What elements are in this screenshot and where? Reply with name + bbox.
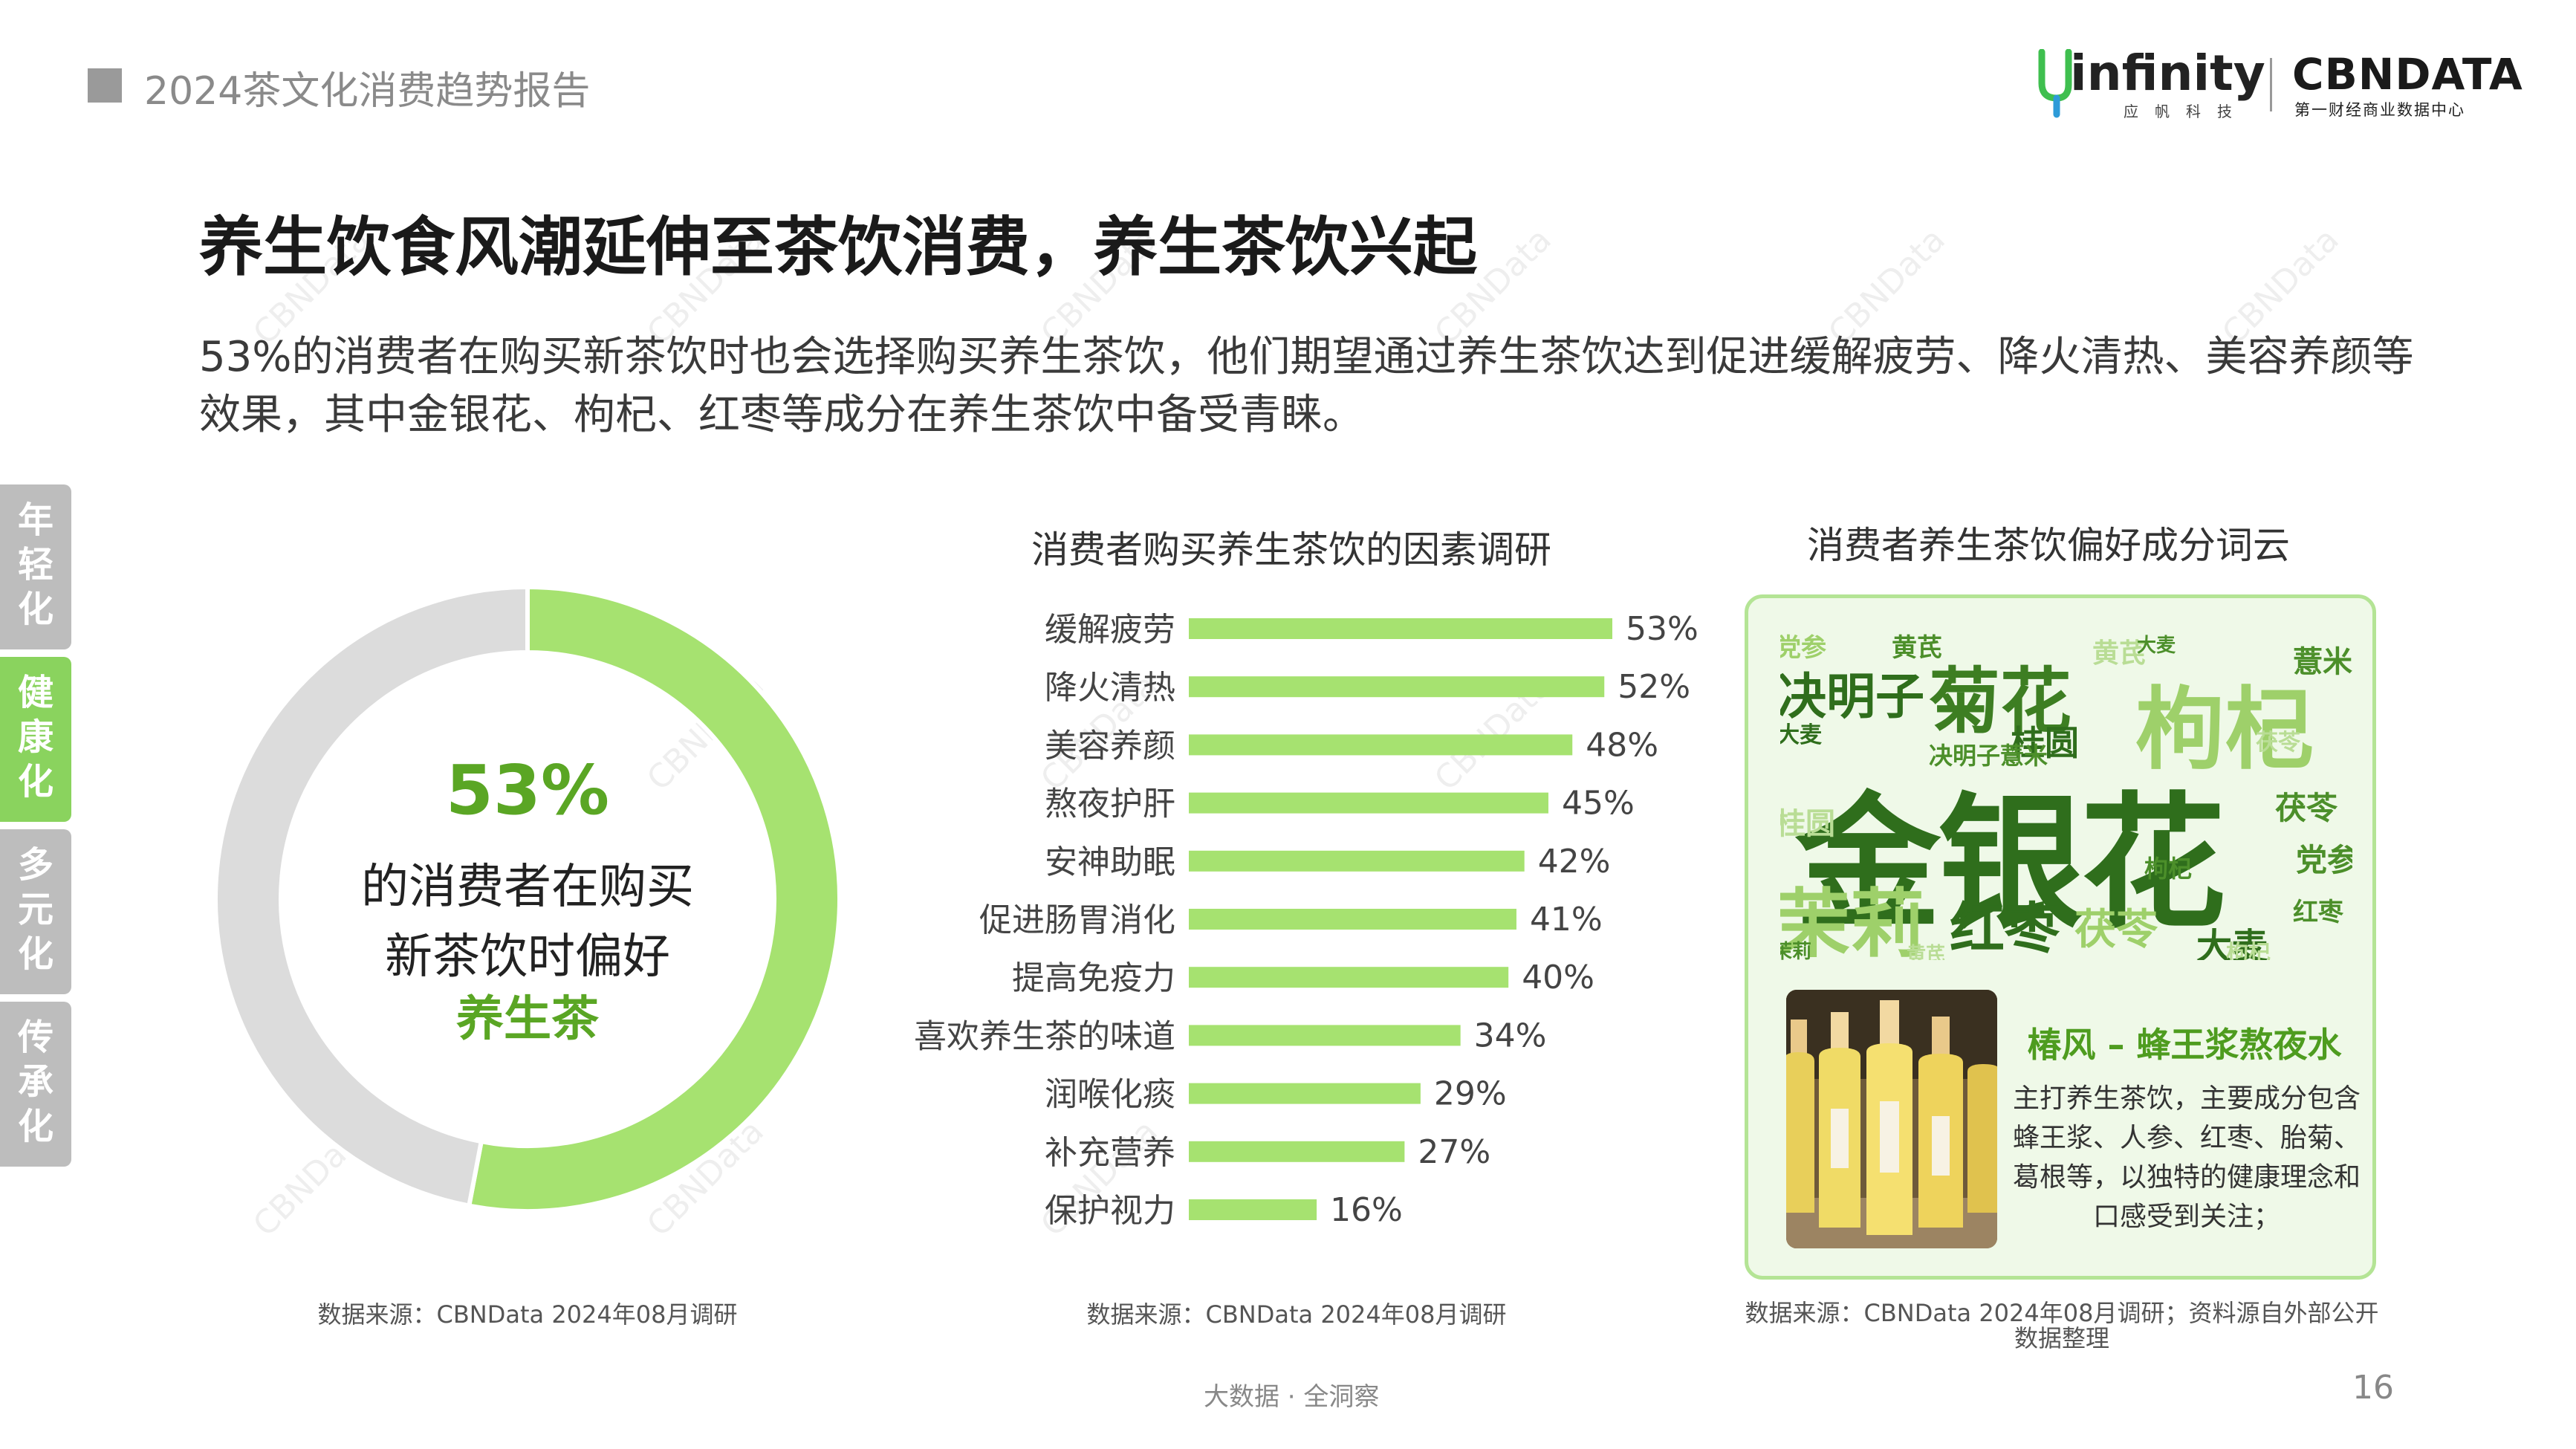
cloud-word: 红枣 (1950, 897, 2060, 960)
cloud-word: 黄芪 (1892, 633, 1942, 663)
bar-category-label: 提高免疫力 (1012, 959, 1175, 997)
donut-source: 数据来源：CBNData 2024年08月调研 (317, 1300, 738, 1329)
cloud-word: 枸杞 (2144, 855, 2193, 883)
cloud-word: 大麦 (1780, 722, 1822, 748)
cloud-word: 茉莉 (1780, 941, 1812, 960)
bar-category-label: 润喉化痰 (1045, 1076, 1175, 1114)
donut-slice-highlight (466, 584, 842, 1213)
cloud-word: 决明子 (1780, 668, 1924, 725)
bar-value-label: 53% (1626, 610, 1699, 648)
footer-slogan: 大数据 · 全洞察 (1204, 1382, 1380, 1412)
cloud-word: 枸杞 (2135, 678, 2314, 782)
cbndata-logo-subtext: 第一财经商业数据中心 (2294, 101, 2465, 119)
side-tab-label: 健康化 (18, 672, 54, 803)
bar-value-label: 42% (1538, 843, 1611, 881)
side-tab-health[interactable]: 健康化 (0, 657, 71, 822)
bar-value-label: 40% (1522, 959, 1594, 996)
word-cloud-source-line1: 数据来源：CBNData 2024年08月调研；资料源自外部公开 (1745, 1299, 2379, 1327)
cloud-word: 大麦 (2137, 635, 2176, 657)
product-description: 主打养生茶饮，主要成分包含蜂王浆、人参、红枣、胎菊、葛根等，以独特的健康理念和口… (2012, 1083, 2361, 1232)
side-tab-diversity[interactable]: 多元化 (0, 829, 71, 994)
cloud-word: 枸杞 (2226, 941, 2271, 960)
infinity-logo: infinity 应帆科技 (2036, 45, 2265, 126)
bar-category-label: 保护视力 (1045, 1192, 1175, 1230)
bar-category-label: 降火清热 (1045, 669, 1175, 707)
cloud-word: 黄芪 (2092, 638, 2147, 669)
infinity-logo-text: infinity (2070, 45, 2265, 102)
cloud-word: 大麦 (2196, 926, 2268, 960)
word-cloud-title: 消费者养生茶饮偏好成分词云 (1807, 524, 2290, 567)
bar (1189, 967, 1509, 988)
infinity-mark-icon (2038, 49, 2072, 118)
word-cloud: 枸杞 菊花 决明子 党参 黄芪 黄芪 薏米 大麦 桂圆 决明子薏米 金银花 茯苓… (1780, 627, 2352, 960)
bar (1189, 1025, 1461, 1046)
page-number: 16 (2352, 1369, 2394, 1407)
side-tab-youth[interactable]: 年轻化 (0, 484, 71, 649)
bar-value-label: 27% (1418, 1133, 1490, 1171)
product-photo (1786, 990, 1997, 1248)
bar-category-label: 熬夜护肝 (1045, 785, 1175, 823)
header-square-icon (88, 68, 122, 103)
bar-value-label: 16% (1330, 1191, 1403, 1229)
bar-value-label: 29% (1434, 1075, 1507, 1113)
bar-value-label: 41% (1530, 901, 1603, 939)
cloud-word: 茯苓 (2074, 906, 2158, 954)
cloud-word: 党参 (2296, 842, 2352, 878)
bar (1189, 850, 1525, 872)
bar-source: 数据来源：CBNData 2024年08月调研 (1086, 1300, 1507, 1329)
bar-category-label: 安神助眠 (1045, 843, 1175, 881)
bar-category-label: 补充营养 (1045, 1134, 1175, 1172)
bar-category-label: 喜欢养生茶的味道 (914, 1017, 1175, 1055)
donut-slice-rest (213, 584, 530, 1209)
bar (1189, 1141, 1405, 1162)
cloud-word: 党参 (1780, 633, 1826, 663)
bar (1189, 1083, 1421, 1104)
bar-chart-title: 消费者购买养生茶饮的因素调研 (1031, 528, 1551, 571)
bar-value-label: 52% (1618, 668, 1690, 706)
bar (1189, 676, 1605, 698)
cloud-word: 金银花 (1795, 779, 2226, 949)
donut-text-line2: 新茶饮时偏好 (385, 930, 670, 985)
bar (1189, 734, 1573, 756)
report-title: 2024茶文化消费趋势报告 (144, 69, 591, 114)
cloud-word: 桂圆 (1780, 807, 1835, 841)
side-tab-label: 多元化 (18, 844, 54, 975)
bar (1189, 1199, 1317, 1220)
donut-emphasis: 养生茶 (456, 992, 599, 1047)
cloud-word: 茯苓 (2275, 790, 2338, 826)
side-tab-label: 年轻化 (18, 499, 54, 630)
bar-category-label: 缓解疲劳 (1045, 611, 1175, 649)
donut-text-line1: 的消费者在购买 (361, 860, 694, 915)
page-subtitle: 53%的消费者在购买新茶饮时也会选择购买养生茶饮，他们期望通过养生茶饮达到促进缓… (199, 333, 2414, 439)
bar-value-label: 45% (1562, 785, 1635, 823)
infinity-logo-subtext: 应帆科技 (2124, 103, 2248, 120)
donut-chart (213, 584, 842, 1213)
cbndata-logo: CBNDATA (2292, 49, 2523, 100)
bar-value-label: 48% (1586, 726, 1658, 764)
bar (1189, 618, 1612, 639)
cloud-word: 红枣 (2293, 898, 2343, 927)
side-tab-heritage[interactable]: 传承化 (0, 1002, 71, 1167)
logo-divider (2270, 58, 2272, 111)
donut-percent: 53% (445, 751, 610, 830)
bar (1189, 792, 1548, 814)
bar (1189, 909, 1516, 930)
word-cloud-source-line2: 数据整理 (2014, 1324, 2109, 1352)
side-tab-label: 传承化 (18, 1017, 54, 1147)
cloud-word: 决明子薏米 (1929, 742, 2048, 770)
bar-category-label: 美容养颜 (1045, 727, 1175, 765)
cloud-word: 薏米 (2293, 645, 2352, 679)
page-headline: 养生饮食风潮延伸至茶饮消费，养生茶饮兴起 (199, 210, 1477, 285)
cloud-word: 黄芪 (1907, 944, 1946, 960)
bar-category-label: 促进肠胃消化 (979, 901, 1175, 939)
product-name: 椿风 – 蜂王浆熬夜水 (2027, 1025, 2342, 1065)
cloud-word: 菊花 (1929, 660, 2071, 743)
bar-value-label: 34% (1474, 1017, 1547, 1054)
bar-chart: 缓解疲劳 53% 降火清热 52% 美容养颜 48% 熬夜护肝 45% 安神助眠 42% 促进肠胃消… (914, 610, 1699, 1230)
cloud-word: 茯苓 (2256, 730, 2300, 756)
cloud-word: 茉莉 (1780, 881, 1924, 960)
cloud-word: 桂圆 (2011, 723, 2079, 763)
